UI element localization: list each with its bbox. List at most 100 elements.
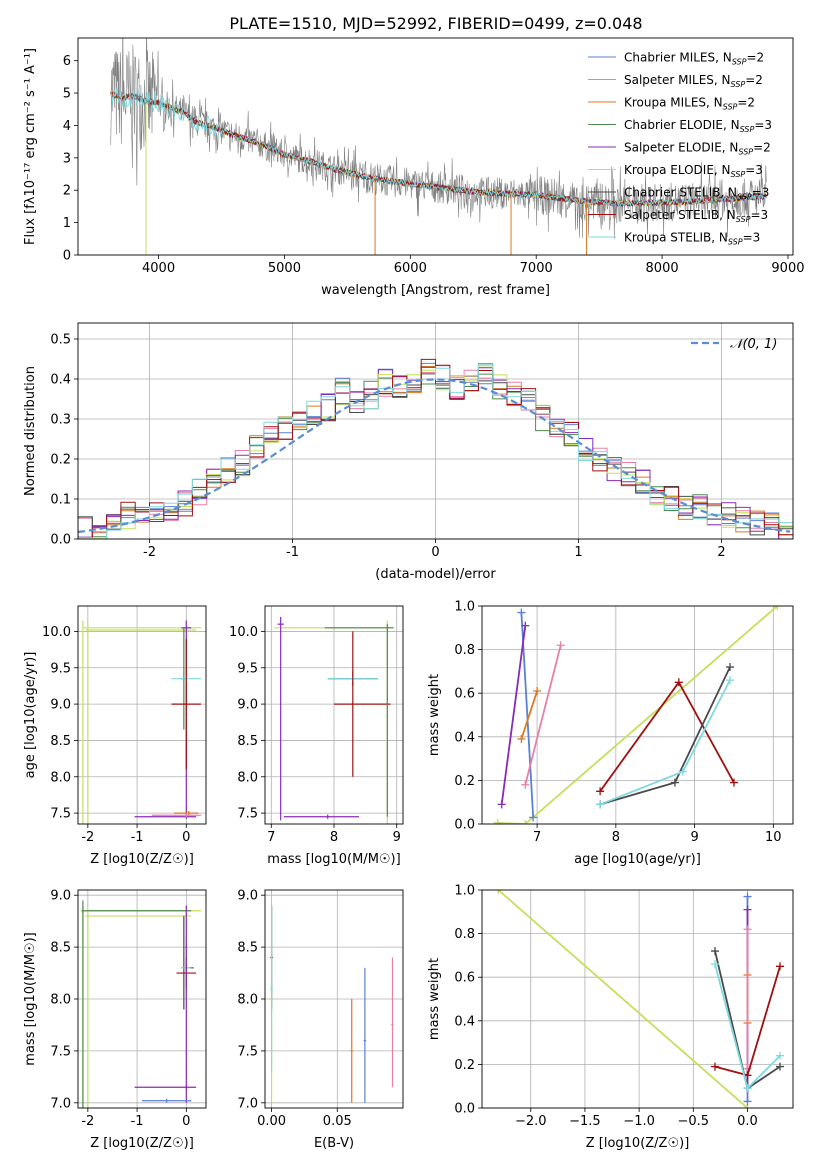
weight-marker xyxy=(556,641,565,650)
x-tick-label: 5000 xyxy=(268,261,301,276)
x-tick-label: 7 xyxy=(267,830,275,845)
weight-line-kroupa-elodie xyxy=(497,606,778,824)
weight-line-chabrier-stelib xyxy=(599,666,731,806)
x-tick-label: -2 xyxy=(81,830,94,845)
legend-label: 𝒩(0, 1) xyxy=(730,337,777,352)
plot-area xyxy=(78,358,793,539)
y-axis-label: age [log10(age/yr)] xyxy=(23,652,38,779)
panel-weight-vs-Z: −2.0 −1.5 −1.0 −0.5 0.0 0.0 0.2 0.4 0.6 0.8 1.0 Z [… xyxy=(427,884,794,1151)
x-tick-label: 2 xyxy=(717,545,725,560)
legend-label: Chabrier STELIB, NSSP=3 xyxy=(624,186,769,202)
axes-frame xyxy=(264,605,404,825)
legend-label: Chabrier MILES, NSSP=2 xyxy=(624,51,764,67)
y-tick-label: 5 xyxy=(63,87,71,102)
plot-area xyxy=(274,616,394,824)
weight-marker xyxy=(729,778,738,787)
y-tick-label: 7.5 xyxy=(237,1044,258,1059)
y-tick-label: 0.2 xyxy=(50,453,71,468)
x-axis-label: age [log10(age/yr)] xyxy=(574,852,701,867)
weight-marker xyxy=(494,890,503,894)
y-tick-label: 9.0 xyxy=(237,889,258,904)
x-axis-label: Z [log10(Z/Z☉)] xyxy=(90,1136,194,1151)
weight-marker xyxy=(521,621,530,630)
weight-marker xyxy=(775,1051,784,1060)
panel-mass-vs-Z: -2 -1 0 7.0 7.5 8.0 8.5 9.0 Z [log10(Z/Z☉)] mass … xyxy=(23,889,207,1151)
x-tick-label: −2.0 xyxy=(515,1114,547,1129)
x-tick-label: 9 xyxy=(393,830,401,845)
y-tick-label: 8.5 xyxy=(50,734,71,749)
figure-title: PLATE=1510, MJD=52992, FIBERID=0499, z=0… xyxy=(229,14,642,33)
weight-marker xyxy=(674,678,683,687)
x-tick-label: 4000 xyxy=(142,261,175,276)
y-tick-label: 8.0 xyxy=(237,993,258,1008)
weight-line-salpeter-miles xyxy=(524,644,562,786)
x-tick-label: 8 xyxy=(612,830,620,845)
x-axis-label: wavelength [Angstrom, rest frame] xyxy=(321,283,550,298)
weight-marker xyxy=(775,962,784,971)
legend-label: Salpeter ELODIE, NSSP=2 xyxy=(624,141,771,157)
y-axis-label: mass weight xyxy=(427,674,442,756)
weight-marker xyxy=(743,905,752,914)
x-tick-label: 7000 xyxy=(520,261,553,276)
legend-label: Kroupa MILES, NSSP=2 xyxy=(624,96,755,112)
y-axis-label: mass weight xyxy=(427,958,442,1040)
weight-line-kroupa-elodie xyxy=(497,890,749,1108)
y-axis-label: Flux [fλ10⁻¹⁷ erg cm⁻² s⁻¹ A⁻¹] xyxy=(23,48,38,245)
y-tick-label: 8.0 xyxy=(237,770,258,785)
model-spectrum-kroupa-stelib xyxy=(110,87,767,208)
plot-area xyxy=(110,38,767,255)
panel-mass-vs-EBV: 0.00 0.05 7.0 7.5 8.0 8.5 9.0 E(B-V) xyxy=(237,889,404,1151)
x-tick-label: 0 xyxy=(182,1114,190,1129)
y-tick-label: 4 xyxy=(63,119,71,134)
panel-residuals: -2 -1 0 1 2 0.0 0.1 0.2 0.3 0.4 0.5 (data-model)/er… xyxy=(23,322,794,582)
y-tick-label: 7.0 xyxy=(50,1096,71,1111)
y-tick-label: 7.0 xyxy=(237,1096,258,1111)
y-tick-label: 0.6 xyxy=(454,687,475,702)
weight-marker xyxy=(517,734,526,743)
weight-marker xyxy=(596,800,605,809)
plot-area xyxy=(81,620,202,824)
x-tick-label: 0.00 xyxy=(257,1114,286,1129)
y-tick-label: 8.5 xyxy=(237,941,258,956)
x-tick-label: −1.5 xyxy=(569,1114,601,1129)
x-tick-label: -1 xyxy=(286,545,299,560)
y-tick-label: 7.5 xyxy=(237,807,258,822)
y-tick-label: 3 xyxy=(63,151,71,166)
y-tick-label: 0.8 xyxy=(454,927,475,942)
legend-label: Salpeter STELIB, NSSP=3 xyxy=(624,208,768,224)
weight-marker xyxy=(710,960,719,969)
legend-label: Kroupa ELODIE, NSSP=3 xyxy=(624,163,763,179)
y-tick-label: 0.2 xyxy=(454,1058,475,1073)
x-tick-label: 1 xyxy=(574,545,582,560)
axes-frame xyxy=(264,889,404,1109)
weight-marker xyxy=(743,1097,752,1106)
axes-frame xyxy=(77,322,794,540)
plot-area xyxy=(270,905,394,1103)
y-tick-label: 10.0 xyxy=(42,625,71,640)
y-tick-label: 9.5 xyxy=(237,661,258,676)
x-tick-label: 0.0 xyxy=(737,1114,758,1129)
y-tick-label: 0.2 xyxy=(454,774,475,789)
y-tick-label: 6 xyxy=(63,54,71,69)
y-tick-label: 0.0 xyxy=(454,818,475,833)
y-tick-label: 0.3 xyxy=(50,413,71,428)
x-tick-label: 7 xyxy=(533,830,541,845)
weight-marker xyxy=(678,767,687,776)
x-axis-label: Z [log10(Z/Z☉)] xyxy=(90,852,194,867)
legend-label: Salpeter MILES, NSSP=2 xyxy=(624,73,763,89)
gaussian-curve xyxy=(78,378,791,534)
y-tick-label: 8.0 xyxy=(50,993,71,1008)
y-tick-label: 8.5 xyxy=(50,941,71,956)
weight-marker xyxy=(775,1062,784,1071)
y-tick-label: 0.6 xyxy=(454,971,475,986)
y-tick-label: 0.8 xyxy=(454,643,475,658)
y-tick-label: 0.0 xyxy=(50,533,71,548)
weight-marker xyxy=(497,800,506,809)
observed-spectrum xyxy=(110,38,767,240)
weight-marker xyxy=(743,1084,752,1093)
weight-marker xyxy=(521,820,530,824)
x-tick-label: 0 xyxy=(182,830,190,845)
weight-marker xyxy=(493,818,502,824)
y-tick-label: 9.0 xyxy=(237,698,258,713)
x-tick-label: 9000 xyxy=(771,261,804,276)
